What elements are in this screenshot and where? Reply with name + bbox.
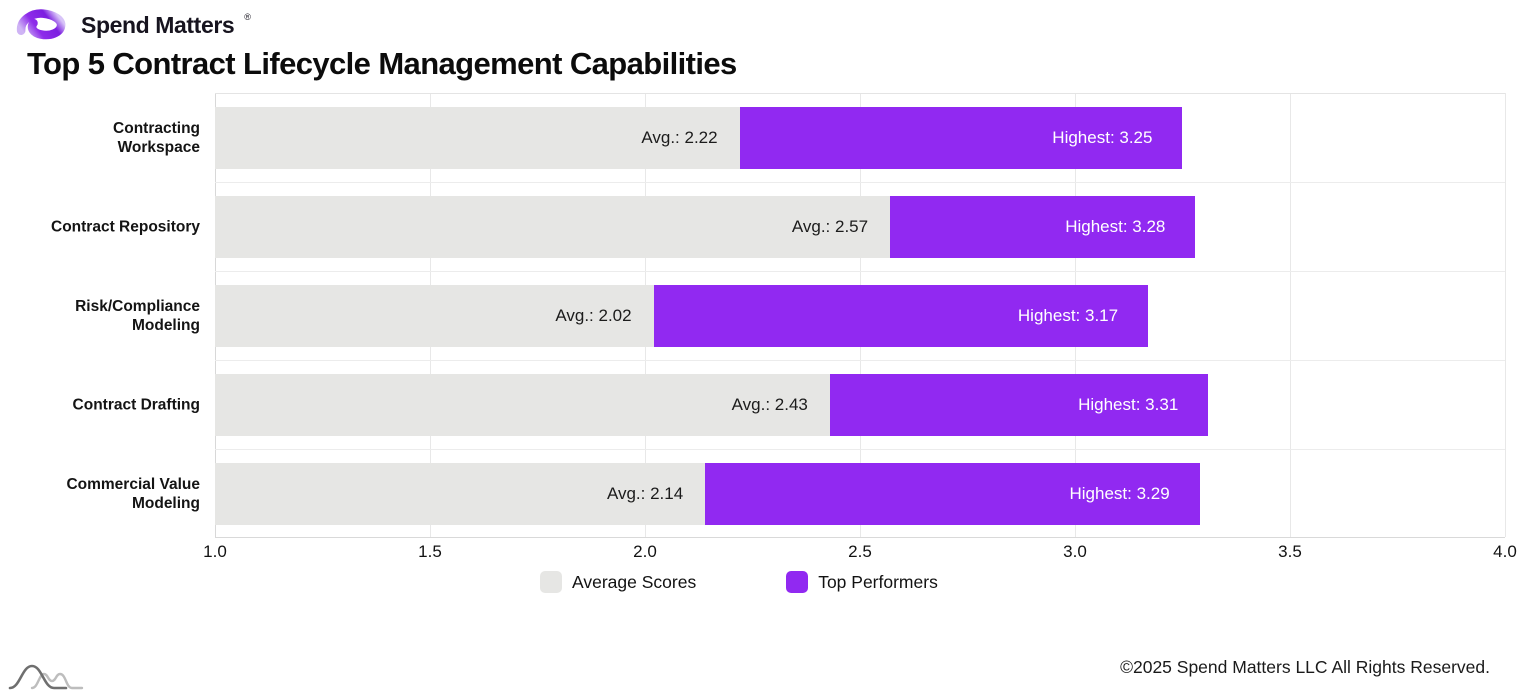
- x-tick: 2.0: [633, 542, 657, 561]
- x-tick: 3.5: [1278, 542, 1302, 561]
- spend-matters-logo-icon: [16, 9, 66, 40]
- top-bar: Highest: 3.25: [739, 106, 1183, 169]
- category-label: Contract Drafting: [72, 396, 200, 413]
- avg-bar: Avg.: 2.22: [215, 106, 740, 169]
- legend: Average Scores Top Performers: [540, 571, 938, 593]
- plot-area: Contracting Workspace Avg.: 2.22 Highest: …: [51, 93, 1506, 538]
- page-title: Top 5 Contract Lifecycle Management Capa…: [27, 46, 737, 81]
- x-tick: 3.0: [1063, 542, 1087, 561]
- top-bar-label: Highest: 3.29: [1069, 483, 1170, 503]
- x-tick: 2.5: [848, 542, 872, 561]
- avg-bar-label: Avg.: 2.02: [555, 305, 632, 325]
- x-tick: 4.0: [1493, 542, 1517, 561]
- copyright-text: ©2025 Spend Matters LLC All Rights Reser…: [1120, 657, 1490, 677]
- x-tick: 1.5: [418, 542, 442, 561]
- avg-bar-label: Avg.: 2.22: [641, 127, 718, 147]
- legend-swatch-top-performers: [786, 571, 809, 593]
- legend-item: Average Scores: [540, 571, 696, 593]
- avg-bar: Avg.: 2.14: [215, 462, 706, 525]
- top-bar: Highest: 3.31: [829, 373, 1209, 436]
- vertical-gridline: [1505, 93, 1506, 537]
- horizontal-gridline: [215, 93, 1505, 94]
- category-label: Commercial Value Modeling: [66, 475, 200, 512]
- horizontal-gridline: [215, 360, 1505, 361]
- x-tick: 1.0: [203, 542, 227, 561]
- top-bar: Highest: 3.29: [705, 462, 1200, 525]
- waves-icon: [8, 664, 84, 690]
- chart-row: Risk/Compliance Modeling Avg.: 2.02 Highes…: [75, 271, 1505, 360]
- avg-bar-label: Avg.: 2.43: [731, 394, 808, 414]
- top-bar-label: Highest: 3.28: [1065, 216, 1166, 236]
- top-bar: Highest: 3.28: [890, 195, 1196, 258]
- top-bar-label: Highest: 3.31: [1078, 394, 1179, 414]
- category-label: Contract Repository: [51, 218, 200, 235]
- horizontal-gridline: [215, 182, 1505, 183]
- top-bar-label: Highest: 3.17: [1017, 305, 1119, 325]
- legend-label: Average Scores: [572, 571, 697, 592]
- header-logo: Spend Matters ®: [14, 6, 251, 44]
- legend-swatch-average-scores: [540, 571, 562, 593]
- registered-mark: ®: [244, 12, 251, 22]
- logo-text: Spend Matters: [81, 11, 235, 38]
- x-axis: 1.0 1.5 2.0 2.5 3.0 3.5 4.0: [203, 542, 1517, 564]
- vertical-gridline: [1290, 93, 1291, 537]
- chart-row: Contract Drafting Avg.: 2.43 Highest: 3.31: [73, 360, 1505, 449]
- legend-item: Top Performers: [786, 571, 938, 593]
- avg-bar-label: Avg.: 2.57: [791, 216, 869, 236]
- chart-row: Contract Repository Avg.: 2.57 Highest: 3.…: [51, 182, 1505, 271]
- legend-label: Top Performers: [818, 571, 938, 592]
- chart-row: Commercial Value Modeling Avg.: 2.14 Highe…: [66, 449, 1505, 538]
- chart-row: Contracting Workspace Avg.: 2.22 Highest: …: [113, 93, 1505, 182]
- horizontal-gridline: [215, 537, 1505, 538]
- top-bar-label: Highest: 3.25: [1052, 127, 1153, 147]
- horizontal-gridline: [215, 271, 1505, 272]
- avg-bar: Avg.: 2.02: [215, 284, 654, 347]
- category-label: Risk/Compliance Modeling: [75, 297, 200, 334]
- avg-bar-label: Avg.: 2.14: [606, 483, 684, 503]
- top-bar: Highest: 3.17: [653, 284, 1149, 347]
- category-label: Contracting Workspace: [113, 119, 200, 156]
- horizontal-gridline: [215, 449, 1505, 450]
- avg-bar: Avg.: 2.43: [215, 373, 830, 436]
- avg-bar: Avg.: 2.57: [215, 195, 891, 258]
